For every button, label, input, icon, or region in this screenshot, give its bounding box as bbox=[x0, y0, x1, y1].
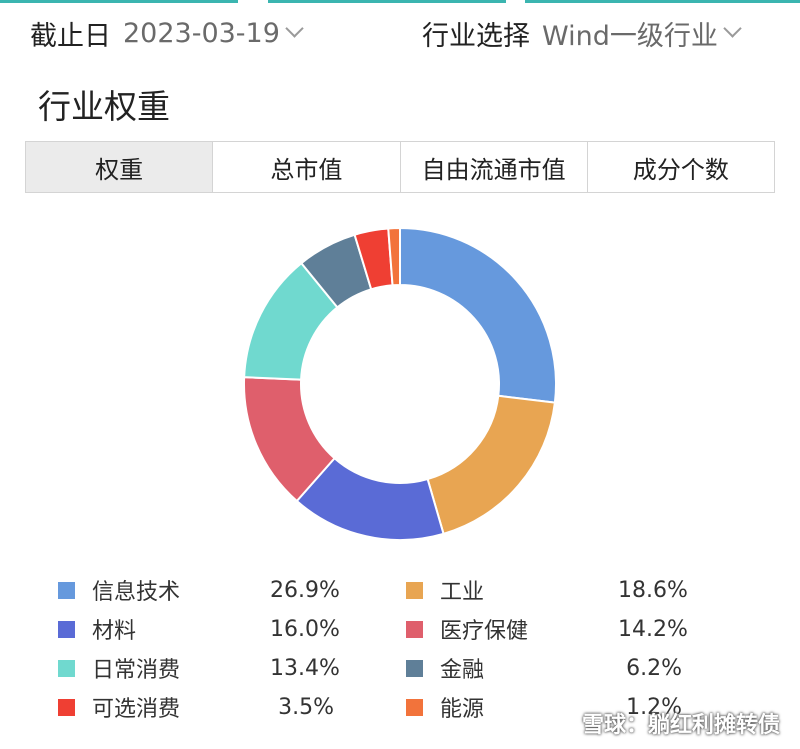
industry-label: 行业选择 bbox=[422, 21, 530, 52]
top-tab-indicator bbox=[0, 0, 238, 3]
date-filter[interactable]: 截止日 2023-03-19 bbox=[30, 14, 304, 53]
legend-label: 金融 bbox=[440, 658, 485, 683]
legend-value: 18.6% bbox=[618, 577, 688, 603]
tab-free-float-market-cap[interactable]: 自由流通市值 bbox=[401, 142, 588, 192]
legend-value: 6.2% bbox=[626, 655, 682, 681]
legend-label: 材料 bbox=[92, 619, 137, 644]
legend-item: 信息技术 26.9% bbox=[58, 572, 340, 608]
legend-item: 材料 16.0% bbox=[58, 611, 340, 647]
section-title: 行业权重 bbox=[38, 87, 170, 126]
legend-item: 工业 18.6% bbox=[406, 572, 688, 608]
legend-value: 13.4% bbox=[270, 655, 340, 681]
legend-item: 日常消费 13.4% bbox=[58, 650, 340, 686]
legend-swatch bbox=[58, 698, 75, 716]
donut-slice-1[interactable] bbox=[399, 226, 557, 404]
watermark: 雪球：躺红利摊转债 bbox=[581, 713, 780, 738]
legend-label: 可选消费 bbox=[92, 697, 181, 722]
legend-label: 日常消费 bbox=[92, 658, 181, 683]
legend-value: 3.5% bbox=[278, 694, 334, 720]
top-tab-indicator bbox=[525, 0, 800, 3]
tab-total-market-cap[interactable]: 总市值 bbox=[213, 142, 401, 192]
legend-value: 16.0% bbox=[270, 616, 340, 642]
legend-item: 能源 1.2% bbox=[406, 689, 682, 725]
legend-item: 可选消费 3.5% bbox=[58, 689, 334, 725]
industry-filter[interactable]: 行业选择 Wind一级行业 bbox=[422, 14, 742, 53]
legend-value: 26.9% bbox=[270, 577, 340, 603]
legend-swatch bbox=[406, 698, 423, 716]
tab-weight[interactable]: 权重 bbox=[26, 142, 214, 192]
legend-swatch bbox=[58, 620, 75, 638]
donut-chart bbox=[243, 226, 557, 541]
legend-label: 医疗保健 bbox=[440, 619, 529, 644]
tab-bar: 权重 总市值 自由流通市值 成分个数 bbox=[25, 141, 775, 193]
top-accent-bar bbox=[0, 0, 800, 4]
legend-value: 14.2% bbox=[618, 616, 688, 642]
legend-swatch bbox=[406, 659, 423, 677]
donut-slice-2[interactable] bbox=[426, 394, 557, 536]
legend-label: 能源 bbox=[440, 697, 485, 722]
legend-swatch bbox=[58, 581, 75, 599]
donut-slice-8[interactable] bbox=[387, 226, 401, 287]
legend-item: 金融 6.2% bbox=[406, 650, 682, 686]
date-value[interactable]: 2023-03-19 bbox=[123, 18, 280, 49]
legend-item: 医疗保健 14.2% bbox=[406, 611, 688, 647]
legend-swatch bbox=[406, 620, 423, 638]
date-label: 截止日 bbox=[30, 21, 111, 52]
legend-swatch bbox=[58, 659, 75, 677]
legend-value: 1.2% bbox=[626, 694, 682, 720]
legend-label: 工业 bbox=[440, 580, 485, 605]
legend-swatch bbox=[406, 581, 423, 599]
industry-value[interactable]: Wind一级行业 bbox=[542, 21, 718, 52]
legend-label: 信息技术 bbox=[92, 580, 181, 605]
top-tab-indicator bbox=[268, 0, 506, 3]
tab-constituent-count[interactable]: 成分个数 bbox=[632, 155, 729, 184]
